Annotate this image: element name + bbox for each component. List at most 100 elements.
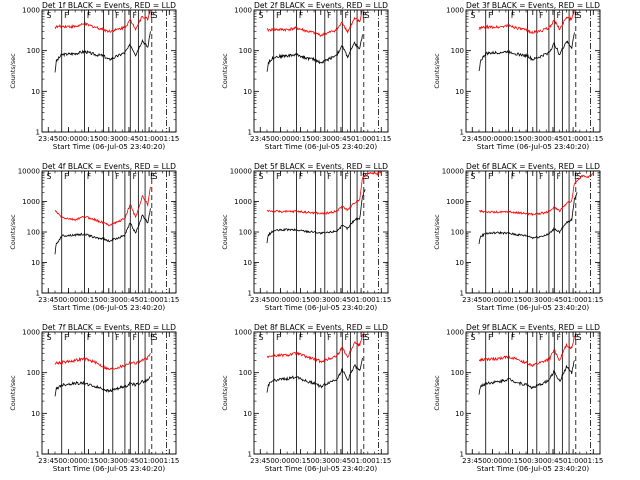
x-tick-label: 00:45 [119,296,139,304]
events-series-line [266,189,366,244]
annotation-letter: F [511,172,515,181]
x-tick-label: 01:15 [583,457,603,465]
y-tick-label: 1000 [446,7,464,15]
x-tick-label: 00:15 [79,296,99,304]
events-series-line [54,376,151,397]
events-series-line [54,208,151,255]
y-tick-label: 10 [31,410,40,418]
chart-title: Det 7f BLACK = Events, RED = LLD [42,323,176,332]
annotation-letter: F [64,333,68,342]
y-axis-label: Counts/sec [433,375,441,411]
y-axis-label: Counts/sec [9,375,17,411]
x-tick-label: 00:45 [331,296,351,304]
y-tick-label: 1 [248,129,252,137]
y-tick-label: 100 [27,369,40,377]
chart-title: Det 2f BLACK = Events, RED = LLD [254,1,388,10]
annotation-letter: S [577,333,582,342]
x-axis-label: Start Time (06-Jul-05 23:40:20) [477,142,590,151]
chart-panel-3: Det 3f BLACK = Events, RED = LLD Counts/s… [433,1,603,151]
y-tick-label: 1 [460,451,464,459]
chart-panel-7: Det 7f BLACK = Events, RED = LLD Counts/s… [9,323,179,473]
annotation-letter: F [345,172,349,181]
y-tick-label: 1000 [22,329,40,337]
y-tick-label: 1000 [234,7,252,15]
y-tick-label: 1000 [446,329,464,337]
y-tick-label: 10 [455,88,464,96]
x-tick-label: 00:45 [331,457,351,465]
y-axis-label: Counts/sec [9,53,17,89]
chart-panel-9: Det 9f BLACK = Events, RED = LLD Counts/s… [433,323,603,473]
y-axis-label: Counts/sec [221,214,229,250]
annotation-letter: S [259,333,264,342]
annotation-letter: F [115,333,119,342]
lld-series-line [54,353,151,371]
y-tick-label: 10000 [18,168,40,176]
x-tick-label: 01:15 [371,457,391,465]
lld-series-line [266,171,382,216]
annotation-letter: F [87,11,91,20]
x-tick-label: 00:00 [482,296,502,304]
x-tick-label: 00:15 [503,135,523,143]
annotation-letter: F [299,172,303,181]
plot-frame [41,9,177,133]
x-axis-label: Start Time (06-Jul-05 23:40:20) [53,142,166,151]
x-tick-label: 01:00 [351,135,371,143]
annotation-letter: F [133,11,137,20]
x-tick-label: 00:45 [543,296,563,304]
annotation-letter: S [577,172,582,181]
y-tick-label: 10000 [230,168,252,176]
annotation-letter: S [153,333,158,342]
y-tick-label: 1000 [446,198,464,206]
chart-title: Det 5f BLACK = Events, RED = LLD [254,162,388,171]
chart-title: Det 1f BLACK = Events, RED = LLD [42,1,176,10]
plot-frame [41,170,177,294]
x-tick-label: 00:45 [543,457,563,465]
x-axis-label: Start Time (06-Jul-05 23:40:20) [265,142,378,151]
x-tick-label: 00:30 [99,135,119,143]
annotation-letter: F [276,172,280,181]
x-tick-label: 00:30 [99,296,119,304]
chart-title: Det 4f BLACK = Events, RED = LLD [42,162,176,171]
y-tick-label: 10 [455,410,464,418]
annotation-letter: S [47,11,52,20]
lld-series-line [266,9,363,38]
lld-series-line [54,186,151,227]
x-tick-label: 00:00 [270,135,290,143]
x-tick-label: 00:00 [270,296,290,304]
y-tick-label: 1 [36,451,40,459]
annotation-letter: E [150,172,155,181]
annotation-letter: E [362,333,367,342]
annotation-letter: E [574,11,579,20]
chart-panel-8: Det 8f BLACK = Events, RED = LLD Counts/s… [221,323,391,473]
lld-series-line [266,333,363,364]
annotation-letter: E [150,11,155,20]
x-tick-label: 00:30 [523,296,543,304]
y-axis-label: Counts/sec [433,53,441,89]
chart-title: Det 3f BLACK = Events, RED = LLD [466,1,600,10]
y-tick-label: 100 [451,369,464,377]
annotation-letter: F [539,172,543,181]
y-tick-label: 1000 [234,198,252,206]
y-tick-label: 10 [243,410,252,418]
annotation-letter: F [488,11,492,20]
plot-frame [253,9,389,133]
y-tick-label: 100 [239,229,252,237]
x-tick-label: 01:00 [139,296,159,304]
chart-title: Det 8f BLACK = Events, RED = LLD [254,323,388,332]
x-tick-label: 00:15 [291,135,311,143]
x-tick-label: 00:15 [503,457,523,465]
events-series-line [478,32,575,72]
x-tick-label: 23:45 [250,296,270,304]
y-tick-label: 1 [36,290,40,298]
x-tick-label: 01:15 [159,135,179,143]
annotation-letter: S [47,333,52,342]
plot-frame [465,170,601,294]
x-tick-label: 01:15 [371,296,391,304]
x-tick-label: 00:15 [291,296,311,304]
x-tick-label: 23:45 [38,296,58,304]
x-tick-label: 01:00 [139,135,159,143]
annotation-letter: F [115,11,119,20]
annotation-letter: F [64,172,68,181]
x-tick-label: 01:15 [371,135,391,143]
